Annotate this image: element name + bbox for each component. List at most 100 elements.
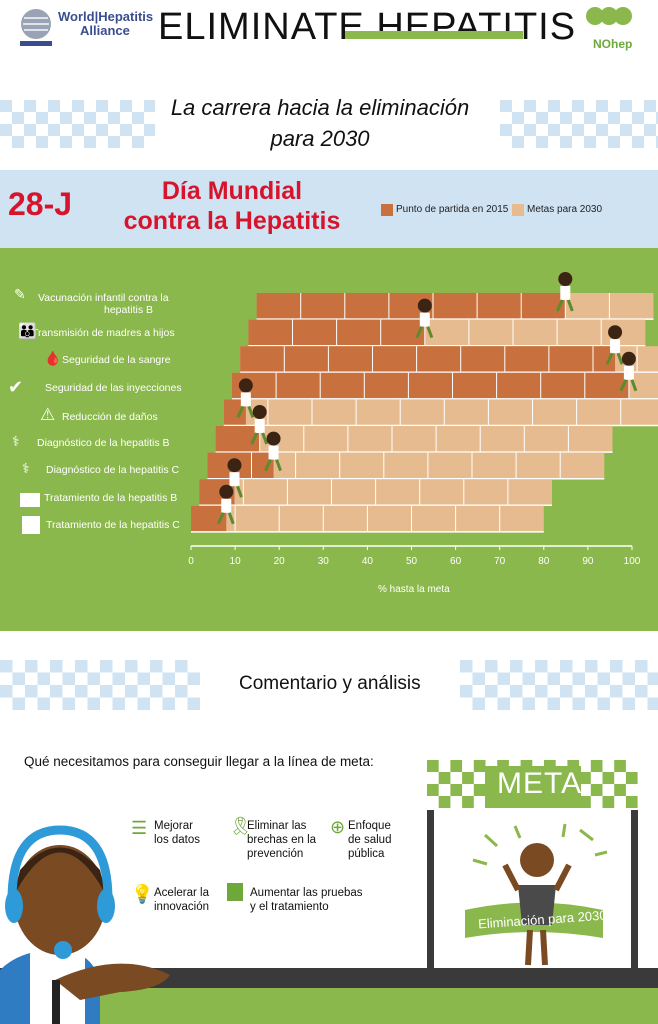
bar-target-2030 — [223, 399, 658, 425]
subtitle-line1: La carrera hacia la eliminación — [170, 95, 470, 120]
item-brechas-3: prevención — [247, 848, 304, 860]
date-label: 28-J — [8, 186, 73, 222]
checker-right-2 — [460, 660, 658, 710]
row-label-diag-c: Diagnóstico de la hepatitis C — [46, 464, 180, 476]
alliance-line2: Alliance — [80, 23, 130, 38]
plus-circle-icon: ⊕ — [330, 817, 346, 837]
item-innovacion-2: innovación — [154, 901, 209, 913]
runner-figure — [605, 325, 624, 365]
subtitle: La carrera hacia la eliminación para 203… — [150, 92, 490, 154]
injection-check-icon: ✔ — [8, 377, 24, 397]
banner-title-line2: contra la Hepatitis — [123, 207, 341, 235]
bar-start-2015 — [256, 293, 566, 319]
row-label-trat-b: Tratamiento de la hepatitis B — [44, 492, 178, 504]
tick-label: 70 — [494, 556, 506, 567]
row-label-sangre: Seguridad de la sangre — [62, 354, 171, 366]
lightbulb-icon: 💡 — [131, 884, 154, 904]
item-brechas-2: brechas en la — [247, 834, 317, 846]
pill-box-b-icon — [20, 493, 40, 507]
runner-figure — [555, 272, 574, 312]
nohep-logo — [586, 7, 632, 25]
runner-figure — [216, 484, 235, 525]
tick-label: 40 — [362, 556, 374, 567]
item-datos-1: Mejorar — [154, 820, 193, 832]
need-heading: Qué necesitamos para conseguir llegar a … — [24, 754, 374, 769]
banner-title-line1: Día Mundial — [161, 177, 303, 205]
item-pruebas-1: Aumentar las pruebas — [250, 887, 363, 899]
bar-start-2015 — [232, 372, 629, 399]
runner-figure — [236, 378, 255, 419]
pill-box-c-icon — [22, 516, 40, 534]
bar-target-2030 — [215, 426, 613, 452]
checker-left-2 — [0, 660, 200, 710]
item-pruebas: Aumentar las pruebas y el tratamiento — [250, 886, 363, 914]
runner-figure — [250, 405, 269, 445]
item-brechas-1: Eliminar las — [247, 820, 307, 832]
legend-swatch-2030 — [512, 204, 524, 216]
tick-label: 0 — [188, 556, 194, 567]
x-axis-label: % hasta la meta — [378, 584, 450, 595]
title-eliminate: ELIMINATE — [158, 6, 365, 48]
bar-start-2015 — [240, 346, 616, 372]
title-hepatitis: HEPATITIS — [376, 6, 577, 48]
tick-label: 90 — [582, 556, 594, 567]
header: World|Hepatitis Alliance ELIMINATE HEPAT… — [0, 0, 658, 64]
syringe-icon: ✎ — [14, 286, 26, 302]
race-chart: 0 10 20 30 40 50 60 70 80 90 100 — [188, 272, 658, 567]
alliance-logo: World|Hepatitis Alliance — [58, 10, 153, 38]
runner-figure — [264, 431, 282, 472]
tick-label: 30 — [318, 556, 330, 567]
tick-label: 50 — [406, 556, 418, 567]
legend-label-2030: Metas para 2030 — [527, 204, 603, 215]
ribbon-icon: 🎗 — [229, 816, 252, 836]
item-innovacion-1: Acelerar la — [154, 887, 209, 899]
world-hepatitis-day-logo — [20, 9, 52, 46]
legend-swatch-2015 — [381, 204, 393, 216]
stethoscope-c-icon: ⚕ — [22, 460, 30, 476]
item-enfoque-1: Enfoque — [348, 820, 391, 832]
mother-child-icon: 👪 — [18, 323, 37, 340]
bar-start-2015 — [215, 426, 260, 452]
row-label-trat-c: Tratamiento de la hepatitis C — [46, 519, 180, 531]
item-enfoque-3: pública — [348, 848, 385, 860]
row-label-vacunacion-2: hepatitis B — [104, 304, 154, 316]
row-label-diag-b: Diagnóstico de la hepatitis B — [37, 437, 170, 449]
tick-label: 10 — [230, 556, 242, 567]
tick-label: 60 — [450, 556, 462, 567]
tick-label: 20 — [274, 556, 286, 567]
banner — [0, 170, 658, 248]
row-label-vacunacion: Vacunación infantil contra la hepatitis … — [38, 292, 169, 316]
warning-icon: ⚠ — [40, 405, 56, 424]
blood-bag-icon: 🩸 — [44, 350, 62, 366]
tick-label: 80 — [538, 556, 550, 567]
stethoscope-b-icon: ⚕ — [12, 433, 20, 449]
bar-start-2015 — [223, 399, 246, 425]
item-datos: Mejorar los datos — [154, 819, 200, 847]
item-pruebas-2: y el tratamiento — [250, 901, 329, 913]
item-enfoque: Enfoque de salud pública — [348, 819, 391, 861]
row-label-reduccion: Reducción de daños — [62, 411, 158, 423]
title-strike-bar — [345, 31, 523, 39]
pill-pack-icon — [227, 883, 243, 901]
item-datos-2: los datos — [154, 834, 201, 846]
banner-title: Día Mundial contra la Hepatitis — [92, 176, 372, 236]
finish-line — [427, 760, 638, 970]
clipboard-icon: ☰ — [131, 818, 148, 838]
item-innovacion: Acelerar la innovación — [154, 886, 209, 914]
runner-figure — [415, 298, 434, 339]
comment-title: Comentario y análisis — [239, 673, 421, 694]
tick-label: 100 — [624, 556, 641, 567]
alliance-line1: World|Hepatitis — [58, 9, 154, 24]
subtitle-line2: para 2030 — [270, 126, 370, 151]
row-label-vacunacion-1: Vacunación infantil contra la — [38, 292, 169, 304]
item-brechas: Eliminar las brechas en la prevención — [247, 819, 316, 861]
page-title: ELIMINATE HEPATITIS — [158, 6, 576, 49]
reporter-illustration — [0, 825, 170, 1024]
legend-label-2015: Punto de partida en 2015 — [396, 204, 509, 215]
row-label-transmision: Transmisión de madres a hijos — [32, 327, 175, 339]
checker-left — [0, 100, 155, 148]
meta-label: META — [497, 767, 583, 800]
item-enfoque-2: de salud — [348, 834, 392, 846]
nohep-text: NOhep — [593, 37, 633, 51]
row-label-inyecciones: Seguridad de las inyecciones — [45, 382, 182, 394]
